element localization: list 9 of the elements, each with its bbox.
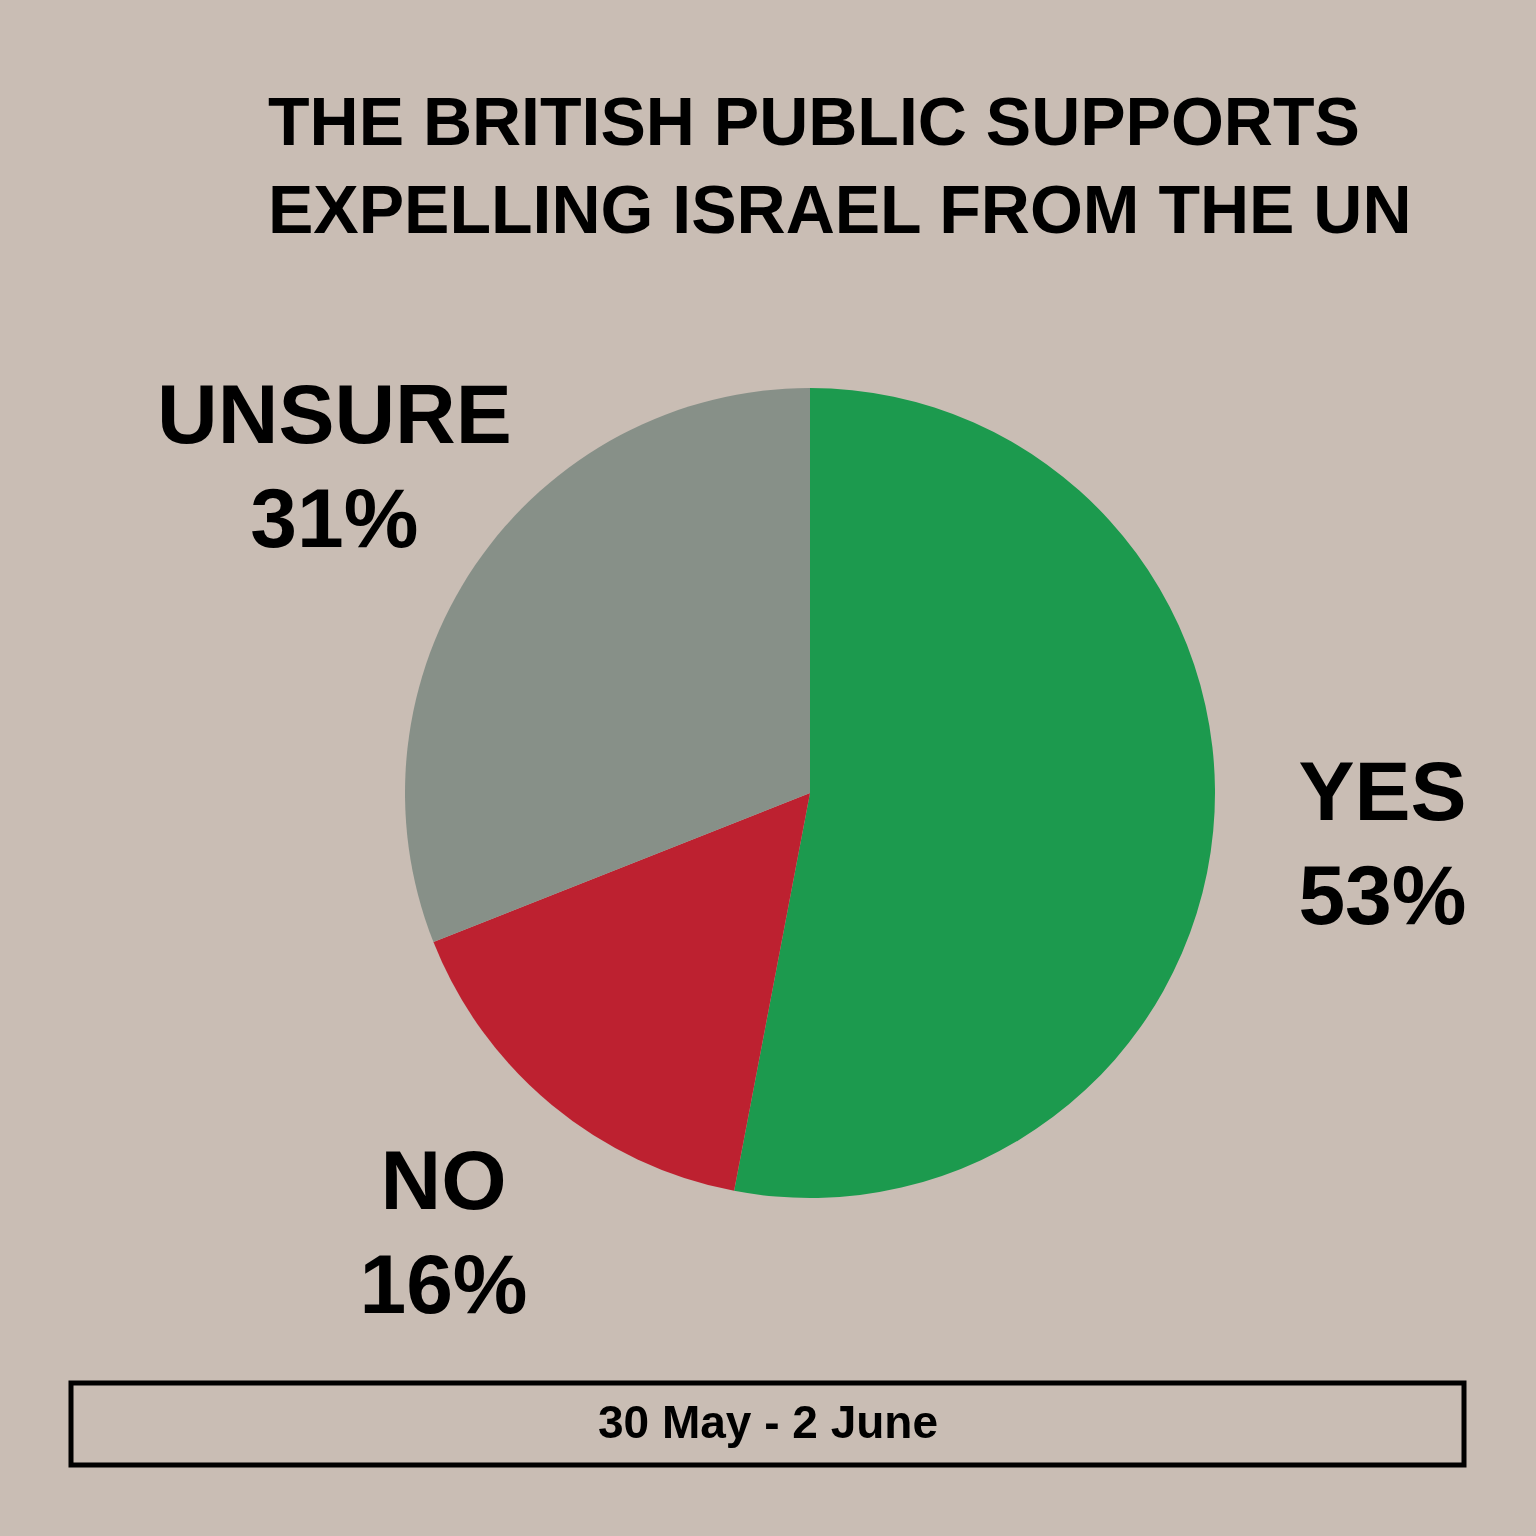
slice-label: UNSURE bbox=[157, 366, 512, 461]
slice-label: NO bbox=[380, 1133, 507, 1228]
slice-label: YES bbox=[1298, 744, 1467, 839]
data-label: 53% bbox=[1298, 848, 1467, 943]
data-label: 16% bbox=[359, 1237, 528, 1332]
pie-slice bbox=[734, 388, 1215, 1198]
text: 30 May - 2 June bbox=[597, 1396, 939, 1448]
chart-title: THE BRITISH PUBLIC SUPPORTS EXPELLING ISRAEL FROM THE UN bbox=[268, 83, 1412, 247]
data-label: 31% bbox=[250, 470, 419, 565]
